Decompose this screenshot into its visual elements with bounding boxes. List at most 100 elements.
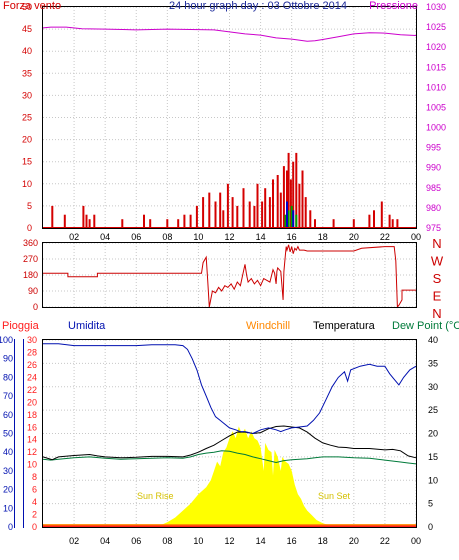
- y-tick-label: 5: [428, 499, 433, 509]
- wind-bar: [388, 214, 391, 228]
- y-tick-label: 100: [0, 335, 13, 345]
- y-tick-label: 22: [27, 385, 37, 395]
- wind-bar: [149, 219, 152, 228]
- windchill-label: Windchill: [246, 320, 290, 332]
- y-tick-label: 70: [3, 391, 13, 401]
- wind-bar: [51, 205, 54, 228]
- wind-bar: [286, 170, 288, 228]
- y-tick-label: 50: [22, 2, 32, 12]
- wind-bar: [82, 205, 85, 228]
- pressure-axis-label: Pressione: [369, 0, 418, 12]
- wind-bar: [236, 205, 239, 228]
- x-tick-label: 22: [380, 232, 390, 242]
- wind-bar: [304, 197, 307, 228]
- wind-bar: [295, 152, 298, 228]
- wind-bar: [264, 188, 267, 228]
- wind-bar: [214, 201, 217, 228]
- y-tick-label: 4: [32, 497, 37, 507]
- y-tick-label: 0: [32, 522, 37, 532]
- sunset-label: Sun Set: [318, 491, 351, 501]
- y-tick-label: 2: [32, 510, 37, 520]
- y-tick-label: 40: [3, 447, 13, 457]
- y-tick-label: 5: [27, 201, 32, 211]
- x-tick-label: 06: [131, 232, 141, 242]
- y-tick-label: 80: [3, 372, 13, 382]
- y-tick-label: 25: [22, 113, 32, 123]
- y-tick-label: 14: [27, 435, 37, 445]
- wind-bar: [166, 219, 169, 228]
- y-tick-label: 28: [27, 347, 37, 357]
- wind-bar: [177, 219, 180, 228]
- wind-speed-bars: [43, 152, 416, 228]
- y-tick-label: 10: [27, 460, 37, 470]
- x-tick-label: 06: [131, 536, 141, 546]
- wind-bar: [143, 214, 145, 228]
- wind-bar: [314, 219, 316, 228]
- wind-bar: [268, 197, 271, 228]
- wind-bar: [286, 201, 288, 228]
- x-tick-label: 16: [287, 232, 297, 242]
- y-tick-label: 25: [428, 405, 438, 415]
- y-tick-label: 35: [22, 68, 32, 78]
- wind-bar: [295, 214, 298, 228]
- x-tick-label: 08: [162, 232, 172, 242]
- y-tick-label: 30: [27, 335, 37, 345]
- y-tick-label: 90: [28, 286, 38, 296]
- wind-bar: [121, 219, 124, 228]
- y-tick-label: 10: [22, 179, 32, 189]
- x-tick-label: 14: [256, 232, 266, 242]
- y-tick-label: 6: [32, 485, 37, 495]
- y-tick-label: 90: [3, 354, 13, 364]
- x-tick-label: 10: [193, 536, 203, 546]
- y-tick-label: 18: [27, 410, 37, 420]
- pressure-y-ticks: 975 980 985 990 995 1000 1005 1010 1015 1020 1025 1…: [426, 2, 446, 233]
- x-tick-label: 22: [380, 536, 390, 546]
- y-tick-label: 1030: [426, 2, 446, 12]
- x-tick-label: 04: [100, 232, 110, 242]
- wind-bar: [287, 152, 290, 228]
- wind-bar: [183, 214, 186, 228]
- y-tick-label: 20: [428, 429, 438, 439]
- x-tick-label: 14: [256, 536, 266, 546]
- x-tick-label: 02: [69, 232, 79, 242]
- weather-x-ticks: 02 04 06 08 10 12 14 16 18 20 22 00: [69, 536, 421, 546]
- y-tick-label: 40: [428, 335, 438, 345]
- wind-bar: [289, 179, 292, 228]
- dewpoint-line: [42, 450, 417, 465]
- y-tick-label: 975: [426, 223, 441, 233]
- y-tick-label: 1005: [426, 102, 446, 112]
- wind-bar: [63, 214, 66, 228]
- y-tick-label: 12: [27, 447, 37, 457]
- wind-bar: [284, 214, 287, 228]
- x-tick-label: 02: [69, 536, 79, 546]
- y-tick-label: 0: [33, 302, 38, 312]
- wind-bar: [391, 219, 394, 228]
- dewpoint-label: Dew Point (°C: [392, 320, 459, 332]
- wind-axis-label: Forza vento: [3, 0, 61, 12]
- x-tick-label: 20: [349, 232, 359, 242]
- wind-bar: [373, 210, 375, 228]
- wind-bar: [226, 183, 229, 228]
- wind-bar: [290, 205, 293, 228]
- wind-bar: [202, 197, 205, 228]
- wind-y-ticks: 0 5 10 15 20 25 30 35 40 45 50: [22, 2, 32, 233]
- y-tick-label: 1020: [426, 42, 446, 52]
- y-tick-label: 8: [32, 472, 37, 482]
- wind-bar: [309, 210, 312, 228]
- wind-bar: [248, 201, 251, 228]
- x-tick-label: 08: [162, 536, 172, 546]
- y-tick-label: 990: [426, 163, 441, 173]
- rain-label: Pioggia: [2, 320, 40, 332]
- wind-bar: [282, 166, 285, 228]
- wind-grid: [43, 6, 417, 229]
- y-tick-label: 0: [428, 522, 433, 532]
- wind-bar: [85, 214, 88, 228]
- y-tick-label: 180: [23, 270, 38, 280]
- y-tick-label: 26: [27, 360, 37, 370]
- wind-bar: [253, 205, 256, 228]
- wind-bar: [352, 219, 355, 228]
